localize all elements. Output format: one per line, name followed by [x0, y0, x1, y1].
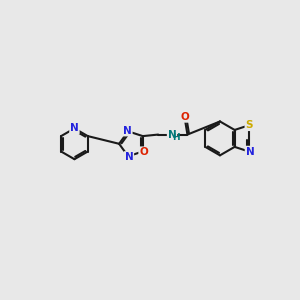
Text: N: N — [245, 147, 254, 157]
Text: O: O — [139, 147, 148, 157]
Text: N: N — [70, 123, 79, 134]
Text: H: H — [172, 133, 180, 142]
Text: S: S — [245, 120, 253, 130]
Text: O: O — [181, 112, 190, 122]
Text: N: N — [124, 152, 133, 162]
Text: N: N — [168, 130, 176, 140]
Text: N: N — [123, 126, 132, 136]
